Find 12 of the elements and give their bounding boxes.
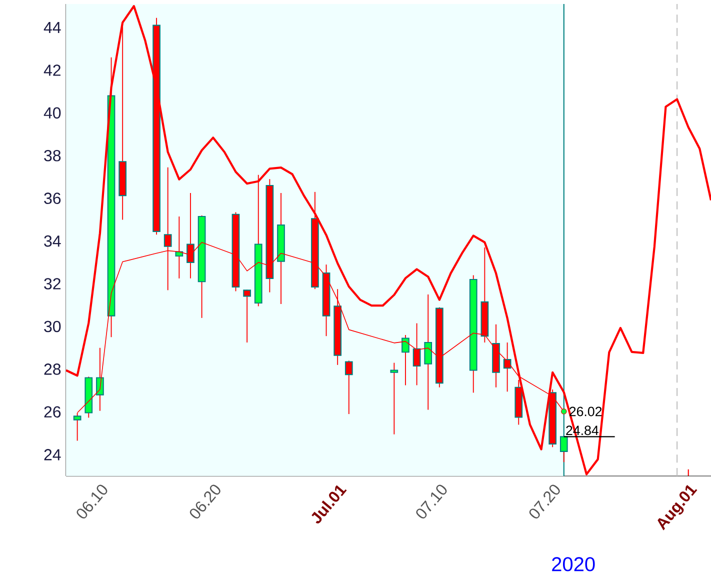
y-tick-label: 34 [44,235,61,247]
y-tick-label: 28 [44,364,61,375]
y-tick-label: 32 [44,278,60,290]
y-tick-label: 36 [44,192,61,204]
y-tick-label: 38 [44,150,61,162]
y-tick-label: 26 [44,406,61,418]
text: 2020 [552,557,595,572]
y-tick-label: 24 [44,449,61,460]
y-tick-label: 42 [44,64,60,76]
y-tick-label: 30 [44,320,61,332]
y-tick-label: 44 [44,22,61,33]
y-tick-label: 40 [44,107,61,119]
